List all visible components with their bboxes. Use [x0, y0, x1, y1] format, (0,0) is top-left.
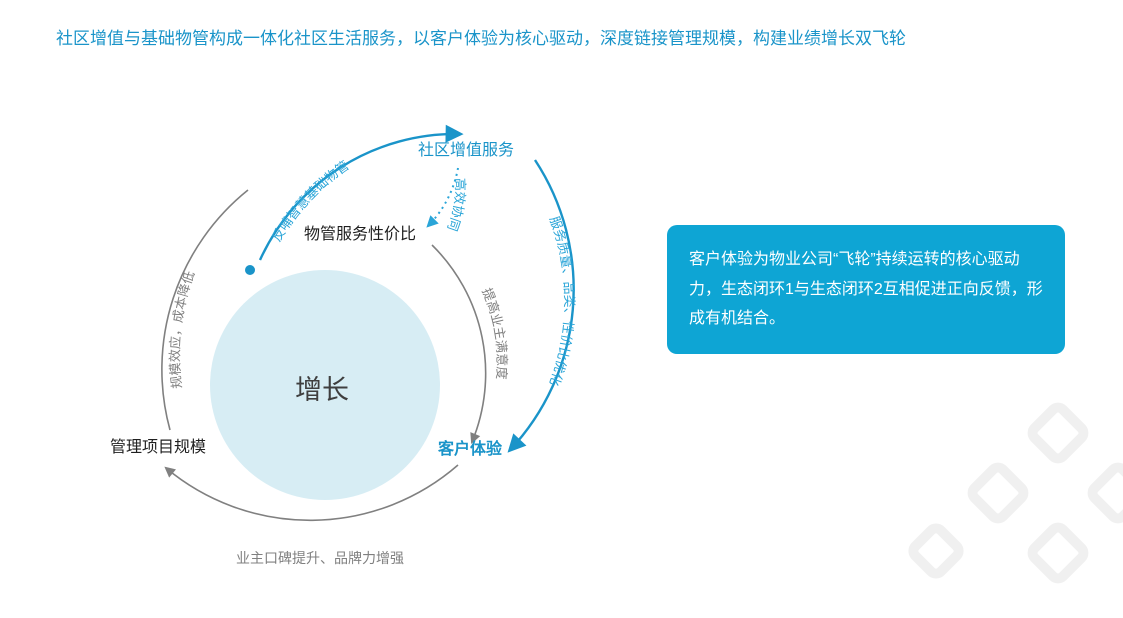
flywheel-diagram: 规模效应，成本降低 反哺智慧基础物管 高效协同 提高业主满意度 服务质量、品类、…	[60, 70, 640, 570]
callout-text: 客户体验为物业公司“飞轮”持续运转的核心驱动力，生态闭环1与生态闭环2互相促进正…	[689, 251, 1043, 327]
label-scale-cost: 规模效应，成本降低	[167, 269, 197, 390]
label-synergy: 高效协同	[445, 178, 468, 233]
label-quality: 服务质量、品类、性价比优化	[547, 214, 577, 388]
node-value-ratio: 物管服务性价比	[304, 220, 416, 244]
node-community-value: 社区增值服务	[418, 136, 514, 160]
node-management-scale: 管理项目规模	[110, 433, 206, 457]
page-title: 社区增值与基础物管构成一体化社区生活服务，以客户体验为核心驱动，深度链接管理规模…	[56, 24, 1103, 49]
node-customer-experience: 客户体验	[438, 435, 502, 459]
label-satisfaction: 提高业主满意度	[479, 286, 509, 380]
growth-label: 增长	[295, 368, 349, 407]
bottom-caption: 业主口碑提升、品牌力增强	[236, 548, 404, 568]
junction-dot	[245, 265, 255, 275]
callout-box: 客户体验为物业公司“飞轮”持续运转的核心驱动力，生态闭环1与生态闭环2互相促进正…	[667, 225, 1065, 354]
decorative-watermark	[903, 398, 1123, 618]
